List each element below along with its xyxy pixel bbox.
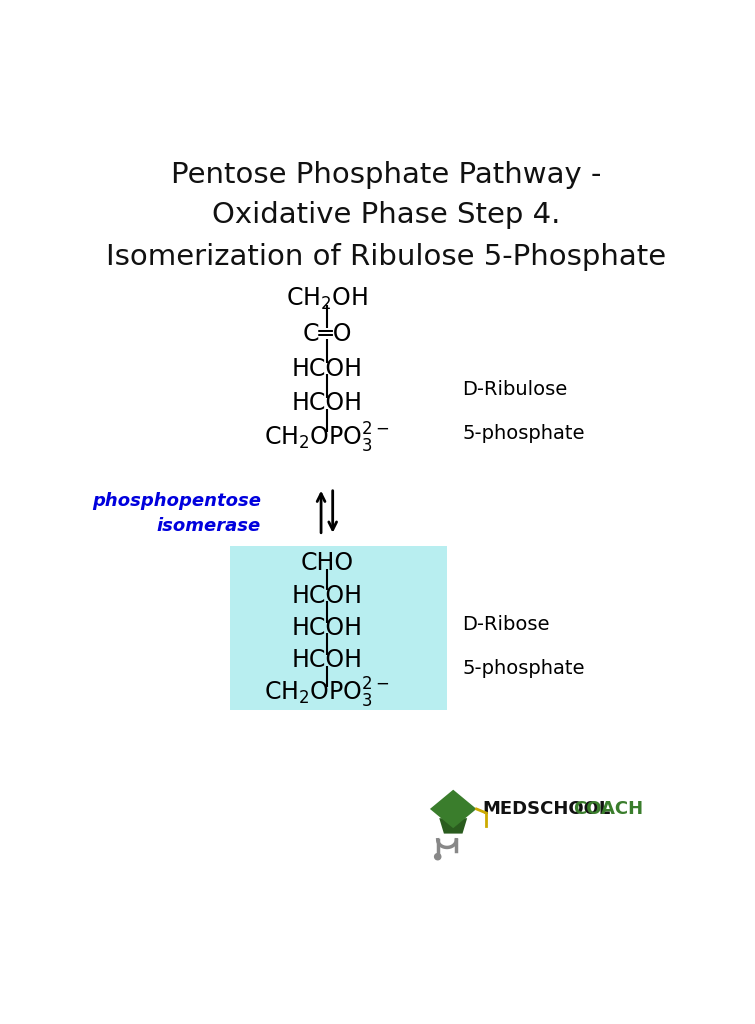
Text: HCOH: HCOH [291, 648, 362, 673]
Text: CH$_2$OH: CH$_2$OH [286, 286, 368, 312]
Text: HCOH: HCOH [291, 584, 362, 607]
Text: isomerase: isomerase [157, 517, 261, 536]
Circle shape [435, 854, 441, 860]
Text: CH$_2$OPO$_3^{2-}$: CH$_2$OPO$_3^{2-}$ [264, 421, 390, 455]
Text: HCOH: HCOH [291, 356, 362, 381]
Text: CH$_2$OPO$_3^{2-}$: CH$_2$OPO$_3^{2-}$ [264, 676, 390, 710]
Text: HCOH: HCOH [291, 391, 362, 415]
Text: Oxidative Phase Step 4.: Oxidative Phase Step 4. [212, 202, 561, 229]
Bar [230, 546, 447, 710]
Text: D-Ribulose: D-Ribulose [463, 380, 568, 399]
Text: MEDSCHOOL: MEDSCHOOL [482, 800, 610, 818]
Text: 5-phosphate: 5-phosphate [463, 424, 585, 443]
Text: HCOH: HCOH [291, 616, 362, 640]
Text: 5-phosphate: 5-phosphate [463, 658, 585, 678]
Polygon shape [439, 818, 467, 834]
Text: phosphopentose: phosphopentose [92, 492, 261, 510]
Text: CHO: CHO [300, 551, 353, 575]
Text: Pentose Phosphate Pathway -: Pentose Phosphate Pathway - [171, 161, 602, 188]
Text: Isomerization of Ribulose 5-Phosphate: Isomerization of Ribulose 5-Phosphate [106, 243, 667, 271]
Text: D-Ribose: D-Ribose [463, 615, 550, 634]
Polygon shape [430, 790, 476, 828]
Text: COACH: COACH [573, 800, 643, 818]
Text: C═O: C═O [302, 322, 352, 346]
